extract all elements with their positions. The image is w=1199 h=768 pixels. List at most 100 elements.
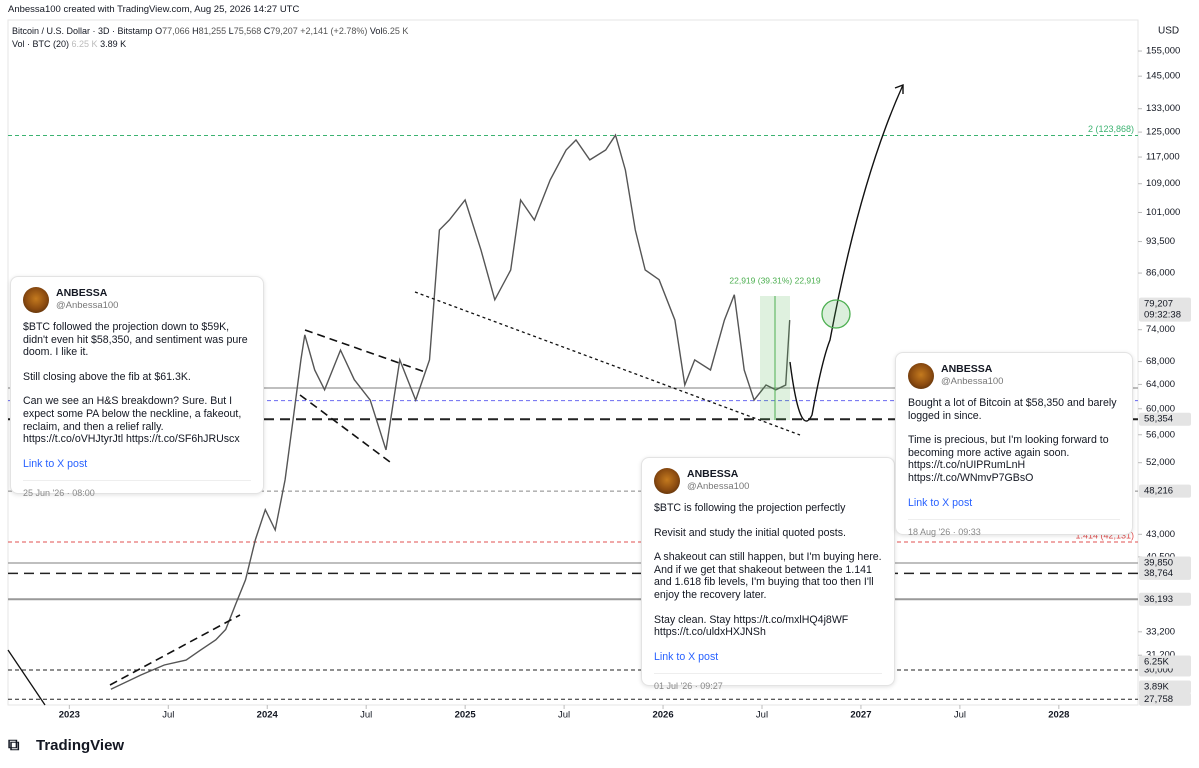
volume-b: 3.89 K	[100, 39, 127, 49]
tweet-date: 25 Jun '26 · 08:00	[23, 480, 251, 500]
currency-label: USD	[1158, 26, 1179, 37]
y-tick-label: 33,200	[1146, 626, 1175, 637]
y-tick-label: 109,000	[1146, 178, 1180, 189]
author-handle: @Anbessa100	[56, 300, 119, 311]
tweet-link[interactable]: Link to X post	[908, 496, 973, 509]
volume-tag-label: 6.25K	[1144, 657, 1169, 668]
author-names: ANBESSA @Anbessa100	[687, 468, 749, 493]
y-tick-label: 52,000	[1146, 457, 1175, 468]
measure-label: 22,919 (39.31%) 22,919	[729, 275, 820, 285]
volume-indicator: Vol · BTC (20)	[12, 39, 70, 49]
tweet-author: ANBESSA @Anbessa100	[654, 468, 882, 494]
ohlc-key: O	[155, 26, 163, 36]
x-tick-label: Jul	[162, 710, 174, 721]
x-tick-label: 2028	[1048, 710, 1069, 721]
tweet-text: $BTC followed the projection down to $59…	[23, 321, 248, 359]
change: +2,141 (+2.78%)	[300, 26, 368, 36]
projection-arrowhead	[894, 83, 904, 94]
vol-key: Vol	[369, 26, 383, 36]
author-handle: @Anbessa100	[941, 376, 1004, 387]
price-tag-label: 39,850	[1144, 558, 1173, 569]
y-tick-label: 64,000	[1146, 379, 1175, 390]
tweet-text: Time is precious, but I'm looking forwar…	[908, 434, 1109, 484]
tweet-text: Still closing above the fib at $61.3K.	[23, 370, 191, 383]
price-tag	[1139, 412, 1191, 426]
tweet-card: ANBESSA @Anbessa100 Bought a lot of Bitcoi…	[895, 352, 1133, 537]
target-circle	[821, 299, 851, 329]
price-tag	[1139, 556, 1191, 570]
author-names: ANBESSA @Anbessa100	[56, 287, 118, 312]
x-tick-label: Jul	[954, 710, 966, 721]
projection-path	[789, 84, 904, 422]
y-tick-label: 125,000	[1146, 127, 1180, 138]
ohlc-key: C	[263, 26, 271, 36]
x-tick-label: 2026	[652, 710, 673, 721]
x-tick-label: 2023	[59, 710, 80, 721]
price-tag-label: 38,764	[1144, 568, 1173, 579]
pattern-line	[109, 329, 426, 686]
price-tag	[1139, 484, 1191, 498]
tweet-date: 01 Jul '26 · 09:27	[654, 673, 882, 693]
volume-tag	[1139, 655, 1191, 669]
ohlc-key: L	[228, 26, 234, 36]
price-tag	[1139, 692, 1191, 706]
volume-tag	[1139, 680, 1191, 694]
price-tag	[1139, 297, 1191, 322]
price-tag	[1139, 566, 1191, 580]
y-tick-label: 56,000	[1146, 429, 1175, 440]
y-tick-label: 155,000	[1146, 46, 1180, 57]
volume-a: 6.25 K	[71, 39, 98, 49]
price-tag-label: 79,207	[1144, 299, 1173, 310]
tweet-text: Bought a lot of Bitcoin at $58,350 and b…	[908, 397, 1117, 422]
volume-tag-label: 3.89K	[1144, 682, 1169, 693]
ohlc-value: 81,255	[198, 26, 227, 36]
top-caption: Anbessa100 created with TradingView.com,…	[8, 4, 300, 15]
vol-value: 6.25 K	[382, 26, 409, 36]
author-name: ANBESSA	[687, 468, 739, 481]
trend-line	[7, 649, 46, 706]
y-tick-label: 117,000	[1146, 152, 1180, 163]
price-tag-label: 27,758	[1144, 694, 1173, 705]
tweet-text: $BTC is following the projection perfect…	[654, 502, 846, 514]
price-tag-label: 48,216	[1144, 486, 1173, 497]
drawings	[7, 83, 904, 706]
author-name: ANBESSA	[941, 363, 993, 376]
y-tick-label: 60,000	[1146, 403, 1175, 414]
y-tick-label: 145,000	[1146, 71, 1180, 82]
y-tick-label: 74,000	[1146, 324, 1175, 335]
price-tag-label: 30,000	[1144, 665, 1173, 676]
y-tick-label: 86,000	[1146, 268, 1175, 279]
price-tag-time: 09:32:38	[1144, 310, 1181, 321]
tweet-author: ANBESSA @Anbessa100	[908, 363, 1120, 389]
author-names: ANBESSA @Anbessa100	[941, 363, 1003, 388]
tweet-text: Revisit and study the initial quoted pos…	[654, 526, 846, 539]
ohlc-key: H	[192, 26, 199, 36]
avatar	[654, 468, 680, 494]
y-tick-label: 101,000	[1146, 207, 1180, 218]
x-tick-label: 2027	[850, 710, 871, 721]
x-tick-label: Jul	[558, 710, 570, 721]
author-name: ANBESSA	[56, 287, 108, 300]
y-tick-label: 68,000	[1146, 356, 1175, 367]
brand-logo: ⧉	[8, 737, 20, 754]
ohlc-value: 77,066	[162, 26, 190, 36]
level-label: 2 (123,868)	[1088, 124, 1134, 134]
price-tag-label: 36,193	[1144, 594, 1173, 605]
tweet-link[interactable]: Link to X post	[23, 457, 88, 470]
level-label: 1.414 (42,131)	[1075, 530, 1134, 540]
y-tick-label: 133,000	[1146, 103, 1180, 114]
ohlc-value: 75,568	[233, 26, 262, 36]
x-tick-label: 2024	[257, 710, 279, 721]
tweet-link[interactable]: Link to X post	[654, 650, 719, 663]
x-tick-label: Jul	[756, 710, 768, 721]
trend-line	[414, 291, 801, 436]
x-tick-label: Jul	[360, 710, 372, 721]
price-tag-label: 58,354	[1144, 414, 1173, 425]
y-tick-label: 43,000	[1146, 529, 1175, 540]
x-tick-label: 2025	[455, 710, 477, 721]
tweet-text: A shakeout can still happen, but I'm buy…	[654, 551, 882, 601]
brand-name: TradingView	[36, 737, 124, 754]
ohlc-value: 79,207	[270, 26, 298, 36]
tweet-date: 18 Aug '26 · 09:33	[908, 519, 1120, 539]
